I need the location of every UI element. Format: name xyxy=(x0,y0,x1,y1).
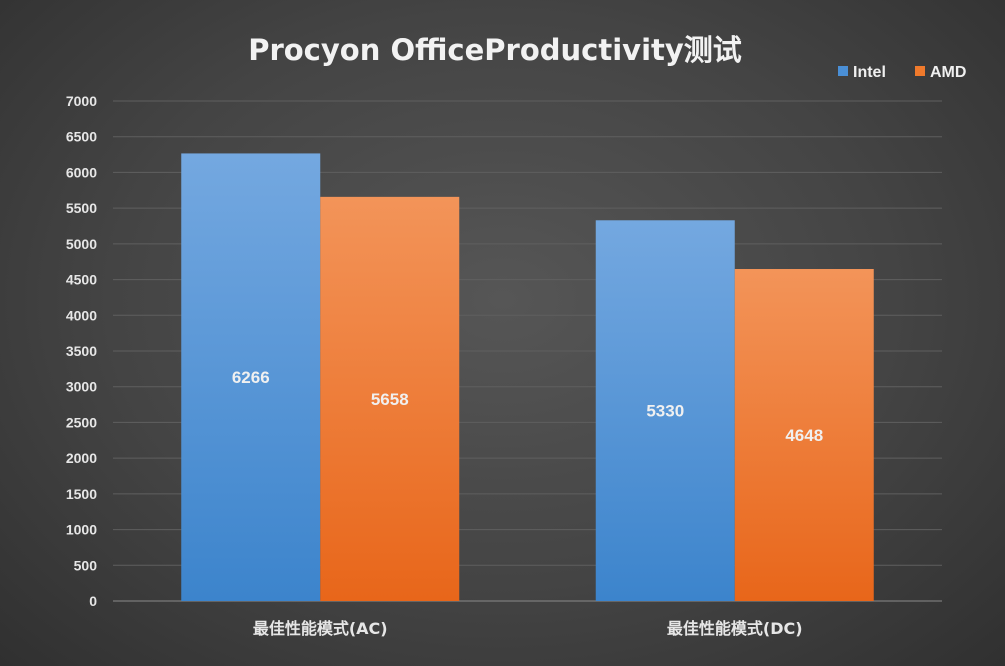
y-tick-label: 1500 xyxy=(66,486,97,502)
data-label: 6266 xyxy=(232,368,270,387)
legend: Intel AMD xyxy=(838,64,966,81)
x-axis: 最佳性能模式(AC) 最佳性能模式(DC) xyxy=(253,619,803,638)
y-tick-label: 6000 xyxy=(66,164,97,180)
y-tick-label: 5000 xyxy=(66,236,97,252)
legend-swatch-amd xyxy=(915,66,925,76)
data-label: 4648 xyxy=(785,426,823,445)
y-tick-label: 4000 xyxy=(66,307,97,323)
data-labels: 6266 5658 5330 4648 xyxy=(232,368,823,445)
x-category-label: 最佳性能模式(DC) xyxy=(667,619,803,638)
bar-intel-1 xyxy=(181,153,321,601)
y-tick-label: 3000 xyxy=(66,379,97,395)
data-label: 5658 xyxy=(371,390,409,409)
y-tick-label: 2500 xyxy=(66,414,97,430)
y-tick-label: 2000 xyxy=(66,450,97,466)
y-tick-label: 1000 xyxy=(66,522,97,538)
x-category-label: 最佳性能模式(AC) xyxy=(253,619,388,638)
bar-intel-2 xyxy=(595,220,735,602)
y-tick-label: 5500 xyxy=(66,200,97,216)
bar-amd-2 xyxy=(734,269,874,601)
bar-amd-1 xyxy=(320,196,460,601)
y-tick-label: 0 xyxy=(89,593,97,609)
y-tick-label: 3500 xyxy=(66,343,97,359)
y-tick-label: 7000 xyxy=(66,93,97,109)
bars xyxy=(181,153,874,602)
y-tick-label: 6500 xyxy=(66,129,97,145)
data-label: 5330 xyxy=(646,402,684,421)
legend-label-amd: AMD xyxy=(930,64,966,81)
y-tick-label: 4500 xyxy=(66,272,97,288)
chart-title: Procyon OfficeProductivity测试 xyxy=(248,33,742,67)
legend-label-intel: Intel xyxy=(853,64,886,81)
y-axis: 0 500 1000 1500 2000 2500 3000 3500 4000 4500 5000… xyxy=(66,93,97,609)
legend-swatch-intel xyxy=(838,66,848,76)
y-tick-label: 500 xyxy=(74,557,98,573)
